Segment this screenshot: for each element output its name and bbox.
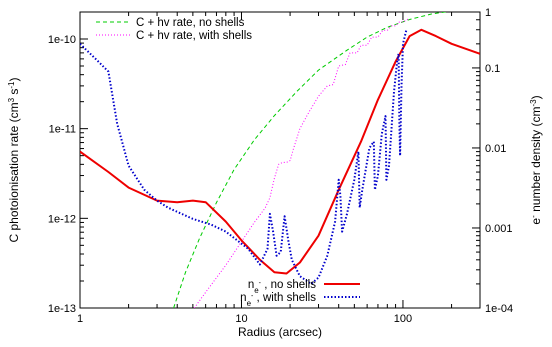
y-right-tick-label: 0.1 [485, 63, 500, 75]
y-left-tick-label: 1e-10 [48, 34, 76, 46]
y-axis-right-label: e- number density (cm-3) [529, 95, 544, 224]
x-tick-label: 100 [394, 313, 412, 325]
x-tick-label: 1 [77, 313, 83, 325]
legend-label-blue: ne- , with shells [240, 292, 316, 308]
legend-label-magenta: C + hv rate, with shells [136, 30, 252, 42]
series-line-2 [80, 28, 480, 275]
legend-bottom: ne- , no shells ne- , with shells [240, 279, 360, 308]
y-right-tick-label: 1e-04 [485, 303, 513, 315]
series-line-3 [80, 29, 408, 285]
plot-frame [79, 11, 481, 309]
y-axis-left-label: C photoionisation rate (cm3 s-1) [7, 78, 22, 243]
legend-top: C + hv rate, no shells C + hv rate, with… [96, 17, 252, 42]
y-left-tick-label: 1e-11 [49, 124, 76, 136]
y-right-tick-label: 0.001 [485, 223, 513, 235]
legend-label-red: ne- , no shells [248, 279, 316, 295]
ticks: 1 10 100 1e-13 1e-12 1e-11 1e-10 1e-04 0.001 0.01… [48, 7, 513, 325]
y-left-tick-label: 1e-12 [48, 213, 76, 225]
series-line-1 [193, 17, 410, 308]
y-left-tick-label: 1e-13 [48, 303, 76, 315]
legend-label-green: C + hv rate, no shells [136, 17, 245, 29]
x-axis-label: Radius (arcsec) [238, 325, 322, 339]
series-line-0 [173, 12, 449, 308]
series-group [80, 12, 480, 308]
y-right-tick-label: 0.01 [485, 143, 506, 155]
y-right-tick-label: 1 [485, 7, 491, 19]
x-tick-label: 10 [235, 313, 247, 325]
